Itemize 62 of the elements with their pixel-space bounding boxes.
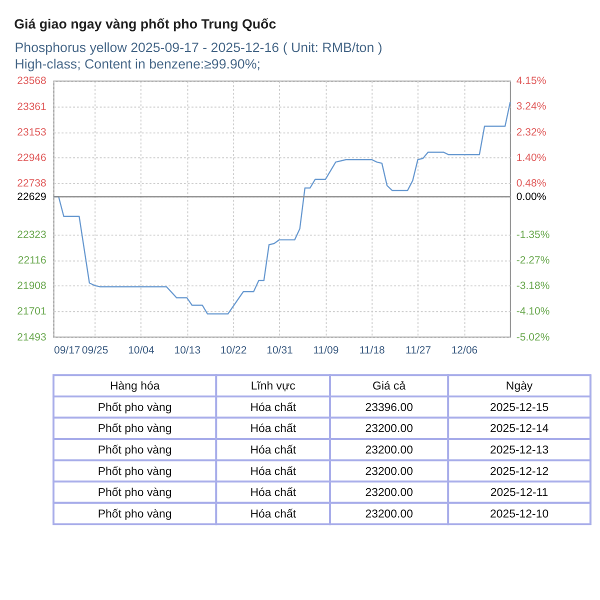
y2-tick-label: 0.00% (516, 191, 546, 204)
y-tick-label: 22629 (17, 191, 46, 204)
text: Phốt pho vàng (98, 487, 172, 500)
y-tick-label: 21908 (17, 280, 46, 292)
text: 23200.00 (365, 466, 413, 478)
text: 2025-12-10 (490, 508, 549, 520)
chart-subtitle: Phosphorus yellow 2025-09-17 - 2025-12-16 ( Unit: RMB/ton ) High-class; Content in benzene:≥99.90%; (14, 40, 382, 72)
x-tick-label: 09/17 (54, 344, 80, 357)
text: Ngày (506, 380, 533, 393)
y2-tick-label: -1.35% (516, 228, 550, 241)
text: 23396.00 (365, 402, 413, 414)
y-tick-label: 22116 (18, 254, 46, 266)
y-tick-label: 22738 (17, 178, 46, 190)
text: 2025-12-13 (490, 444, 549, 456)
text: 2025-12-12 (490, 466, 549, 478)
y2-tick-label: -5.02% (516, 331, 550, 344)
y-tick-label: 21701 (17, 306, 46, 318)
y2-tick-label: 4.15% (516, 75, 546, 88)
text: Phốt pho vàng (98, 402, 172, 414)
y-tick-label: 23153 (17, 126, 46, 138)
x-tick-label: 10/04 (128, 344, 155, 357)
x-tick-label: 12/06 (451, 344, 478, 357)
x-tick-label: 11/27 (406, 344, 432, 357)
text: Phốt pho vàng (98, 444, 172, 456)
text: Phốt pho vàng (98, 508, 172, 520)
text: 23200.00 (365, 487, 413, 500)
text: Hóa chất (250, 423, 297, 436)
text: Lĩnh vực (250, 380, 296, 393)
x-tick-label: 09/25 (82, 344, 108, 357)
y-tick-label: 21493 (17, 331, 46, 344)
y2-tick-label: -2.27% (516, 254, 550, 266)
x-tick-label: 10/31 (266, 344, 294, 357)
text: Hóa chất (250, 508, 297, 520)
y2-tick-label: -3.18% (516, 280, 550, 292)
text: 23200.00 (365, 508, 413, 520)
y-tick-label: 23568 (17, 75, 46, 88)
text: Hàng hóa (110, 380, 160, 393)
y-tick-label: 22323 (17, 228, 46, 241)
text: Hóa chất (250, 487, 297, 500)
x-tick-label: 10/13 (174, 344, 201, 357)
text: Giá cả (372, 380, 406, 393)
text: 23200.00 (365, 444, 413, 456)
text: 2025-12-14 (490, 423, 550, 436)
x-tick-label: 10/22 (220, 344, 247, 357)
y2-tick-label: 2.32% (516, 126, 546, 138)
text: Hóa chất (250, 444, 297, 456)
y2-tick-label: -4.10% (516, 306, 550, 318)
y2-tick-label: 1.40% (516, 152, 546, 164)
chart-title: Giá giao ngay vàng phốt pho Trung Quốc (14, 16, 277, 32)
text: Phốt pho vàng (98, 423, 172, 436)
x-tick-label: 11/09 (313, 344, 339, 357)
text: 2025-12-11 (490, 487, 548, 500)
text: Hóa chất (250, 466, 297, 478)
text: Hóa chất (250, 402, 297, 414)
text: 23200.00 (365, 423, 413, 436)
text: 2025-12-15 (490, 402, 549, 414)
text: Phốt pho vàng (98, 466, 172, 478)
y-tick-label: 23361 (17, 100, 46, 113)
y2-tick-label: 0.48% (516, 178, 546, 190)
y-tick-label: 22946 (17, 152, 46, 164)
y2-tick-label: 3.24% (516, 100, 546, 113)
x-tick-label: 11/18 (359, 344, 386, 357)
